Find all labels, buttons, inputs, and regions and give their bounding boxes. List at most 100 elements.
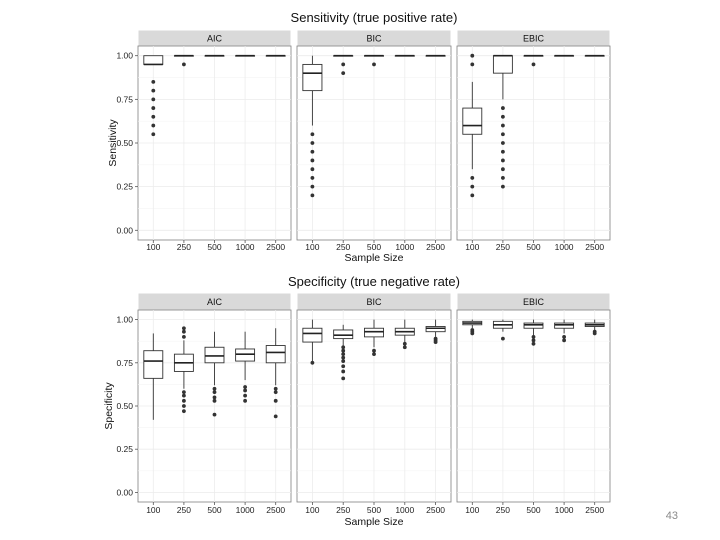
- x-tick-label: 500: [207, 242, 221, 252]
- x-tick-label: 250: [177, 505, 191, 515]
- x-tick-label: 2500: [266, 242, 285, 252]
- y-tick-label: 0.25: [116, 444, 133, 454]
- outlier-point: [182, 409, 186, 414]
- outlier-point: [562, 334, 566, 339]
- outlier-point: [501, 158, 505, 163]
- box-1000: [235, 54, 256, 57]
- outlier-point: [562, 338, 566, 343]
- x-tick-label: 100: [146, 242, 160, 252]
- box-500: [204, 54, 225, 57]
- outlier-point: [531, 338, 536, 343]
- box-2500: [425, 54, 446, 57]
- panel-strip-label: BIC: [366, 34, 382, 44]
- outlier-point: [501, 167, 505, 172]
- outlier-point: [212, 390, 217, 395]
- outlier-point: [341, 62, 346, 67]
- outlier-point: [341, 355, 346, 360]
- panel-bic: BIC 100 250 500 1000 2500: [296, 292, 452, 515]
- x-tick-label: 500: [526, 505, 540, 515]
- box-2500: [265, 54, 286, 57]
- box-100: [462, 319, 483, 336]
- x-tick-label: 1000: [236, 505, 255, 515]
- x-axis-label: Sample Size: [345, 252, 404, 264]
- box-500: [523, 319, 544, 346]
- panel-strip-label: AIC: [207, 297, 223, 307]
- chart-title: Specificity (true negative rate): [288, 274, 460, 289]
- x-tick-label: 100: [305, 242, 319, 252]
- y-tick-label: 1.00: [116, 51, 133, 61]
- outlier-point: [402, 345, 407, 350]
- box-iqr: [425, 326, 446, 333]
- outlier-point: [151, 88, 156, 93]
- box-100: [143, 333, 164, 420]
- outlier-point: [341, 369, 346, 374]
- x-tick-label: 1000: [395, 505, 414, 515]
- x-tick-label: 250: [336, 505, 350, 515]
- panel-ebic: EBIC 100 250 500 1000 2500: [456, 292, 611, 515]
- x-tick-label: 1000: [236, 242, 255, 252]
- outlier-point: [531, 334, 536, 339]
- outlier-point: [212, 398, 217, 403]
- outlier-point: [310, 141, 315, 145]
- y-axis-label: Sensitivity: [107, 119, 119, 167]
- box-iqr: [492, 55, 513, 74]
- y-tick-label: 0.50: [116, 401, 133, 411]
- x-tick-label: 500: [367, 242, 381, 252]
- outlier-point: [402, 341, 407, 346]
- outlier-point: [310, 360, 315, 365]
- outlier-point: [501, 336, 505, 341]
- outlier-point: [182, 393, 186, 398]
- x-axis-label: Sample Size: [345, 516, 404, 528]
- box-100: [302, 319, 323, 365]
- outlier-point: [310, 149, 315, 154]
- x-tick-label: 100: [465, 505, 479, 515]
- outlier-point: [182, 390, 186, 395]
- y-tick-label: 0.00: [116, 225, 133, 235]
- outlier-point: [182, 334, 186, 339]
- chart-sensitivity: Sensitivity (true positive rate) AIC 100 25…: [107, 10, 611, 264]
- box-2500: [584, 319, 605, 336]
- chart-title: Sensitivity (true positive rate): [291, 10, 458, 25]
- outlier-point: [470, 328, 475, 332]
- outlier-point: [243, 385, 248, 389]
- box-500: [364, 319, 384, 357]
- outlier-point: [531, 62, 536, 67]
- outlier-point: [273, 386, 278, 391]
- outlier-point: [470, 184, 475, 189]
- outlier-point: [341, 359, 346, 363]
- outlier-point: [372, 62, 376, 67]
- chart-specificity: Specificity (true negative rate) AIC 100 25…: [103, 274, 611, 528]
- outlier-point: [341, 345, 346, 350]
- box-1000: [394, 54, 415, 57]
- outlier-point: [273, 398, 278, 403]
- outlier-point: [341, 71, 346, 76]
- box-1000: [554, 54, 575, 57]
- outlier-point: [470, 62, 475, 67]
- outlier-point: [470, 176, 475, 180]
- box-iqr: [143, 350, 164, 379]
- box-250: [333, 54, 354, 76]
- box-2500: [265, 328, 286, 419]
- outlier-point: [470, 193, 475, 198]
- x-tick-label: 500: [367, 505, 381, 515]
- outlier-point: [501, 123, 505, 128]
- outlier-point: [501, 176, 505, 180]
- box-iqr: [302, 63, 323, 92]
- box-iqr: [302, 327, 323, 343]
- outlier-point: [310, 158, 315, 163]
- box-250: [173, 54, 194, 67]
- x-tick-label: 100: [465, 242, 479, 252]
- x-tick-label: 100: [146, 505, 160, 515]
- outlier-point: [501, 141, 505, 145]
- panel-strip-label: AIC: [207, 34, 223, 44]
- box-iqr: [333, 329, 354, 340]
- box-500: [523, 54, 544, 67]
- outlier-point: [501, 149, 505, 154]
- x-tick-label: 2500: [426, 242, 445, 252]
- outlier-point: [243, 393, 248, 398]
- box-1000: [394, 319, 415, 350]
- box-250: [173, 326, 194, 414]
- x-tick-label: 1000: [555, 505, 574, 515]
- box-2500: [425, 319, 446, 344]
- box-iqr: [265, 345, 286, 364]
